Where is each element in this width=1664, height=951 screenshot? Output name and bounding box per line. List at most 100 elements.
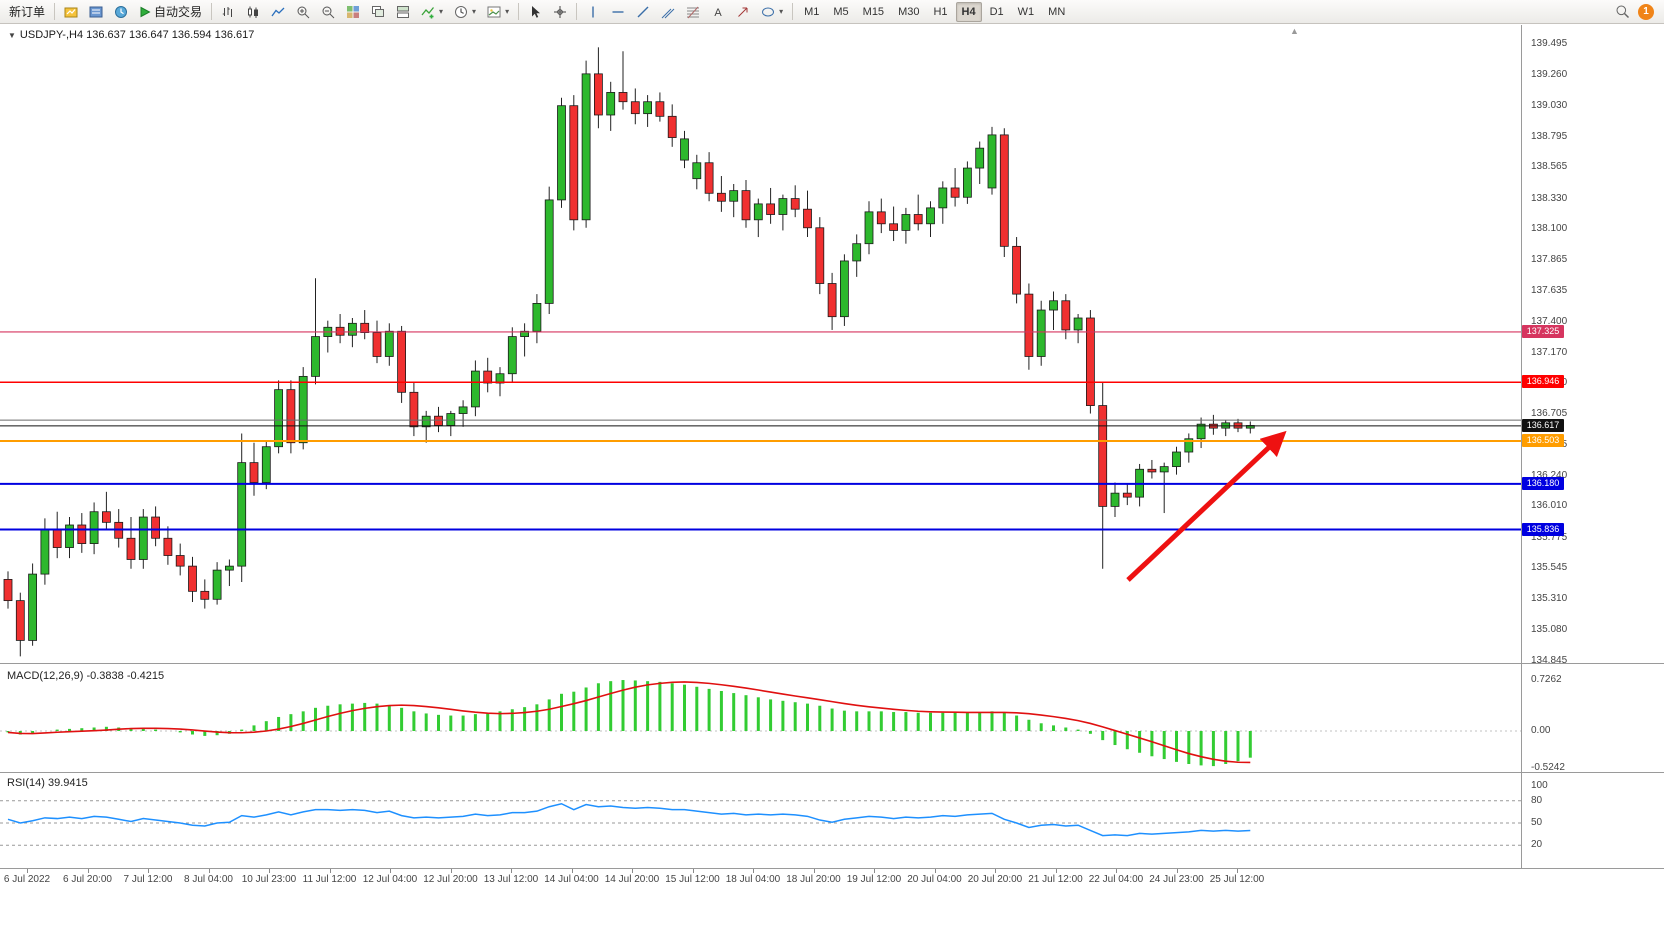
one-click-trading-toggle-icon[interactable]: ▼: [8, 31, 16, 40]
new-order-label: 新订单: [9, 5, 46, 19]
dropdown-caret-icon: ▾: [439, 7, 444, 16]
cascade-windows-button[interactable]: [366, 1, 390, 23]
crosshair-button[interactable]: [548, 1, 572, 23]
time-axis-label: 21 Jul 12:00: [1028, 874, 1083, 885]
time-axis-tick: [1116, 869, 1117, 873]
zoom-in-button[interactable]: [291, 1, 315, 23]
bar-chart-mode-button[interactable]: [216, 1, 240, 23]
clock-icon: [454, 5, 468, 19]
price-axis-label: 134.845: [1531, 655, 1568, 666]
autotrade-button[interactable]: 自动交易: [134, 1, 207, 23]
profiles-button[interactable]: [84, 1, 108, 23]
time-axis-label: 19 Jul 12:00: [846, 874, 902, 885]
toolbar-separator: [792, 3, 794, 20]
time-axis-label: 15 Jul 12:00: [665, 874, 720, 885]
time-axis-tick: [27, 869, 28, 873]
symbol-ohlc-text: USDJPY-,H4 136.637 136.647 136.594 136.6…: [19, 29, 255, 41]
timeframe-m30-button[interactable]: M30: [898, 5, 920, 18]
arrange-windows-button[interactable]: [391, 1, 415, 23]
time-axis-tick: [571, 869, 573, 873]
toolbar-separator: [576, 3, 578, 20]
new-chart-button[interactable]: [59, 1, 83, 23]
timeframes-menu-button[interactable]: ▾: [449, 1, 481, 23]
chart-shift-marker[interactable]: ▲: [1290, 26, 1299, 36]
toolbar-separator: [211, 3, 213, 20]
time-axis-tick: [208, 869, 210, 873]
time-axis-tick: [692, 869, 694, 873]
ohlc-readout: ▼ USDJPY-,H4 136.637 136.647 136.594 136.…: [8, 29, 254, 41]
time-axis-tick: [813, 869, 815, 873]
tile-windows-button[interactable]: [341, 1, 365, 23]
crosshair-icon: [553, 5, 567, 19]
text-tool-button[interactable]: A: [706, 1, 730, 23]
market-watch-button[interactable]: [109, 1, 133, 23]
dropdown-caret-icon: ▾: [779, 7, 784, 16]
price-axis-label: 135.775: [1531, 531, 1568, 543]
arrange-windows-icon: [396, 5, 410, 19]
profiles-icon: [89, 5, 103, 19]
time-axis-label: 12 Jul 04:00: [362, 874, 418, 885]
templates-button[interactable]: ▾: [482, 1, 514, 23]
channel-icon: [661, 5, 675, 19]
search-button[interactable]: [1610, 1, 1635, 23]
macd-histogram-layer: [6, 680, 1252, 767]
trendline-tool-button[interactable]: [631, 1, 655, 23]
macd-panel-canvas[interactable]: [0, 664, 1521, 772]
timeframe-h1-button[interactable]: H1: [933, 5, 948, 18]
time-axis-label: 13 Jul 12:00: [483, 874, 539, 885]
cursor-button[interactable]: [523, 1, 547, 23]
price-axis-label: 138.565: [1531, 161, 1568, 173]
timeframe-m1-button[interactable]: M1: [804, 5, 820, 18]
vertical-line-tool-button[interactable]: [581, 1, 605, 23]
time-axis-tick: [934, 869, 936, 873]
panel-divider[interactable]: [0, 868, 1664, 869]
notification-badge[interactable]: 1: [1638, 3, 1654, 20]
timeframe-w1-button[interactable]: W1: [1017, 5, 1035, 18]
macd-signal-line: [7, 681, 1251, 764]
price-axis-label: 138.330: [1531, 192, 1568, 204]
panel-divider[interactable]: [0, 663, 1664, 664]
bar-chart-icon: [221, 5, 235, 19]
rsi-line: [7, 802, 1251, 837]
timeframe-m15-button[interactable]: M15: [862, 5, 885, 18]
candlestick-mode-button[interactable]: [241, 1, 265, 23]
price-axis-label: 139.260: [1531, 69, 1568, 81]
panel-divider[interactable]: [0, 772, 1664, 773]
shapes-tool-button[interactable]: ▾: [756, 1, 788, 23]
price-axis-label: 135.310: [1531, 593, 1568, 605]
play-icon: [139, 6, 151, 18]
timeframe-d1-button[interactable]: D1: [989, 5, 1004, 18]
horizontal-lines-layer: [0, 331, 1521, 531]
macd-indicator-label: MACD(12,26,9) -0.3838 -0.4215: [7, 670, 165, 682]
price-tag: 135.836: [1522, 522, 1564, 536]
price-axis-label: 137.635: [1531, 284, 1568, 296]
market-watch-icon: [114, 5, 128, 19]
macd-axis-label: 0.00: [1531, 725, 1551, 736]
indicators-button[interactable]: ▾: [416, 1, 448, 23]
time-axis-label: 6 Jul 20:00: [63, 874, 112, 885]
time-axis-tick: [269, 869, 270, 873]
tile-windows-icon: [346, 5, 360, 19]
price-tag: 136.946: [1522, 375, 1564, 389]
zoom-out-button[interactable]: [316, 1, 340, 23]
candles-layer: [3, 47, 1255, 657]
fibonacci-tool-button[interactable]: [681, 1, 705, 23]
rsi-panel-canvas[interactable]: [0, 773, 1521, 868]
horizontal-line-tool-button[interactable]: [606, 1, 630, 23]
channel-tool-button[interactable]: [656, 1, 680, 23]
time-axis-label: 20 Jul 04:00: [907, 874, 962, 885]
line-chart-mode-button[interactable]: [266, 1, 290, 23]
timeframe-h4-button[interactable]: H4: [955, 1, 982, 22]
toolbar: 新订单 自动交易: [0, 0, 1664, 24]
time-axis-label: 25 Jul 12:00: [1209, 874, 1265, 885]
price-tag: 136.503: [1522, 434, 1564, 447]
price-chart-canvas[interactable]: [0, 25, 1521, 663]
cursor-icon: [528, 5, 542, 19]
timeframe-m5-button[interactable]: M5: [833, 5, 849, 18]
time-axis-tick: [148, 869, 149, 873]
arrows-tool-button[interactable]: [731, 1, 755, 23]
new-order-button[interactable]: 新订单: [4, 1, 50, 23]
template-icon: [487, 5, 501, 19]
timeframe-mn-button[interactable]: MN: [1048, 5, 1066, 18]
